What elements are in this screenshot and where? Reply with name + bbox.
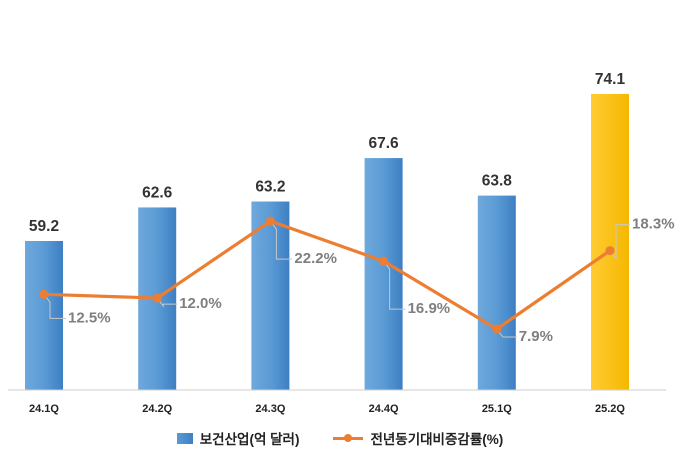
leader-line bbox=[383, 260, 406, 310]
rate-value-label: 7.9% bbox=[519, 328, 553, 345]
bar-24.4Q bbox=[364, 158, 403, 390]
bar-value-label: 67.6 bbox=[369, 135, 400, 152]
rate-marker bbox=[265, 216, 275, 226]
bar-value-label: 62.6 bbox=[142, 184, 173, 201]
leader-line bbox=[43, 294, 66, 319]
x-tick-label: 25.2Q bbox=[595, 403, 625, 415]
rate-marker bbox=[39, 289, 49, 299]
bar-25.1Q bbox=[477, 195, 516, 390]
rate-value-label: 12.5% bbox=[68, 309, 111, 326]
x-tick-label: 25.1Q bbox=[482, 403, 512, 415]
legend: 보건산업(억 달러) 전년동기대비증감률(%) bbox=[0, 428, 680, 448]
rate-value-label: 16.9% bbox=[408, 300, 451, 317]
rate-marker bbox=[152, 293, 162, 303]
bar-24.1Q bbox=[25, 241, 63, 390]
rate-value-label: 18.3% bbox=[632, 216, 675, 233]
leader-lines bbox=[43, 220, 630, 338]
legend-line-label: 전년동기대비증감률(%) bbox=[370, 432, 504, 447]
growth-rate-line bbox=[42, 219, 612, 331]
rate-value-label: 12.0% bbox=[179, 295, 222, 312]
bar-value-label: 63.2 bbox=[255, 179, 285, 196]
bar-value-label: 63.8 bbox=[482, 173, 513, 190]
x-tick-label: 24.3Q bbox=[255, 403, 285, 415]
bars-layer bbox=[25, 93, 629, 390]
rate-marker bbox=[492, 324, 502, 334]
legend-bar-label: 보건산업(억 달러) bbox=[199, 432, 300, 447]
leader-line bbox=[609, 224, 630, 261]
bar-value-label: 59.2 bbox=[29, 218, 59, 235]
x-tick-label: 24.2Q bbox=[142, 403, 172, 415]
rate-marker bbox=[605, 246, 615, 256]
legend-bar-swatch bbox=[176, 432, 193, 444]
labels-layer: 59.2 62.6 63.2 67.6 63.8 74.1 12.5% 12.0% 22.2% 1… bbox=[29, 71, 675, 345]
x-tick-labels: 24.1Q 24.2Q 24.3Q 24.4Q 25.1Q 25.2Q bbox=[29, 403, 625, 415]
bar-value-label: 74.1 bbox=[595, 71, 626, 88]
bar-25.2Q bbox=[591, 93, 629, 390]
leader-line bbox=[156, 297, 178, 308]
x-tick-label: 24.1Q bbox=[29, 403, 59, 415]
x-tick-label: 24.4Q bbox=[369, 403, 399, 415]
rate-marker bbox=[379, 256, 389, 266]
bar-24.3Q bbox=[251, 201, 290, 390]
markers-layer bbox=[39, 216, 615, 334]
leader-line bbox=[269, 220, 293, 260]
legend-item-line: 전년동기대비증감률(%) bbox=[333, 428, 503, 448]
rate-value-label: 22.2% bbox=[294, 250, 337, 267]
legend-line-swatch bbox=[333, 432, 364, 444]
legend-item-bar: 보건산업(억 달러) bbox=[176, 428, 300, 448]
